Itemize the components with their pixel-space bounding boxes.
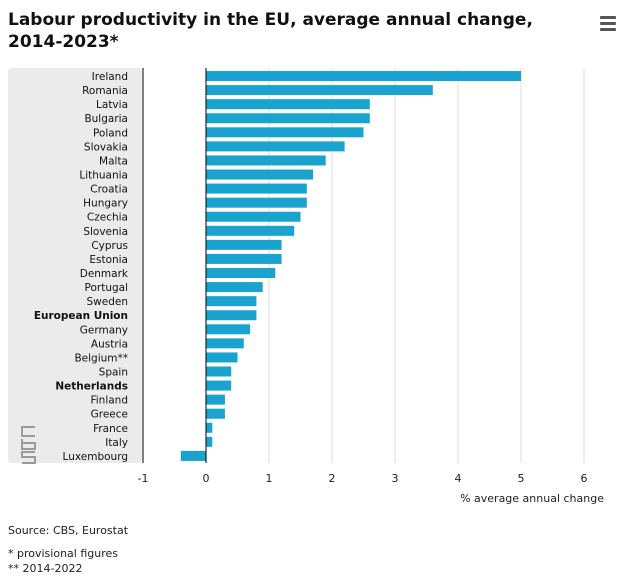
label-panel [8, 68, 142, 463]
bar[interactable] [206, 85, 433, 96]
hamburger-menu-icon[interactable] [598, 14, 618, 32]
category-label: Sweden [87, 296, 129, 308]
bar[interactable] [206, 197, 307, 208]
bar[interactable] [206, 211, 301, 222]
category-label: Greece [91, 409, 128, 421]
bars [180, 71, 521, 461]
category-label: Poland [93, 127, 128, 139]
bar[interactable] [206, 408, 225, 419]
category-label: Luxembourg [63, 451, 128, 463]
category-label: France [93, 423, 128, 435]
tick-label: 1 [266, 472, 273, 485]
category-label: Lithuania [79, 170, 128, 182]
bar[interactable] [206, 282, 263, 293]
category-label: Austria [91, 338, 128, 350]
bar[interactable] [206, 169, 314, 180]
bar[interactable] [206, 155, 326, 166]
chart-title: Labour productivity in the EU, average a… [8, 10, 533, 52]
category-label: Czechia [87, 212, 128, 224]
bar[interactable] [206, 366, 232, 377]
bar[interactable] [206, 380, 232, 391]
bar[interactable] [206, 71, 521, 82]
category-label: Finland [90, 395, 128, 407]
bar[interactable] [206, 436, 213, 447]
cbs-logo-icon [21, 426, 36, 464]
category-label: Ireland [92, 71, 128, 83]
bar[interactable] [180, 450, 206, 461]
bar[interactable] [206, 296, 257, 307]
category-label: Spain [99, 367, 128, 379]
bar[interactable] [206, 113, 370, 124]
category-label: European Union [34, 310, 128, 322]
category-label: Latvia [96, 99, 128, 111]
category-label: Malta [99, 155, 128, 167]
category-labels: Ireland Romania Latvia Bulgaria Poland Slovak… [34, 71, 129, 463]
grid-lines [268, 68, 585, 463]
bar[interactable] [206, 253, 282, 264]
category-label: Bulgaria [84, 113, 128, 125]
category-label: Netherlands [55, 381, 128, 393]
bar-chart: Ireland Romania Latvia Bulgaria Poland Slovak… [8, 68, 604, 505]
bar[interactable] [206, 324, 251, 335]
category-label: Italy [105, 437, 128, 449]
footnote-provisional: * provisional figures [8, 547, 118, 560]
footnote-belgium: ** 2014-2022 [8, 562, 83, 575]
bar[interactable] [206, 99, 370, 110]
tick-label: 5 [518, 472, 525, 485]
category-label: Hungary [83, 198, 128, 210]
bar[interactable] [206, 127, 364, 138]
x-axis-label: % average annual change [460, 492, 604, 505]
bar[interactable] [206, 338, 244, 349]
tick-label: -1 [138, 472, 149, 485]
bar[interactable] [206, 422, 213, 433]
category-label: Slovakia [84, 141, 128, 153]
bar[interactable] [206, 225, 295, 236]
tick-labels: -1 0 1 2 3 4 5 6 [138, 472, 588, 485]
category-label: Cyprus [91, 240, 128, 252]
category-label: Germany [80, 324, 128, 336]
tick-label: 3 [392, 472, 399, 485]
bar[interactable] [206, 394, 225, 405]
tick-label: 4 [455, 472, 462, 485]
bar[interactable] [206, 183, 307, 194]
category-label: Slovenia [83, 226, 128, 238]
bar[interactable] [206, 141, 345, 152]
tick-label: 6 [581, 472, 588, 485]
bar[interactable] [206, 239, 282, 250]
bar[interactable] [206, 310, 257, 321]
source-note: Source: CBS, Eurostat [8, 524, 129, 537]
category-label: Croatia [90, 184, 128, 196]
tick-label: 2 [329, 472, 336, 485]
category-label: Portugal [85, 282, 129, 294]
category-label: Estonia [89, 254, 128, 266]
bar[interactable] [206, 352, 238, 363]
tick-label: 0 [203, 472, 210, 485]
category-label: Denmark [80, 268, 129, 280]
bar[interactable] [206, 268, 276, 279]
category-label: Belgium** [74, 352, 128, 364]
category-label: Romania [82, 85, 128, 97]
